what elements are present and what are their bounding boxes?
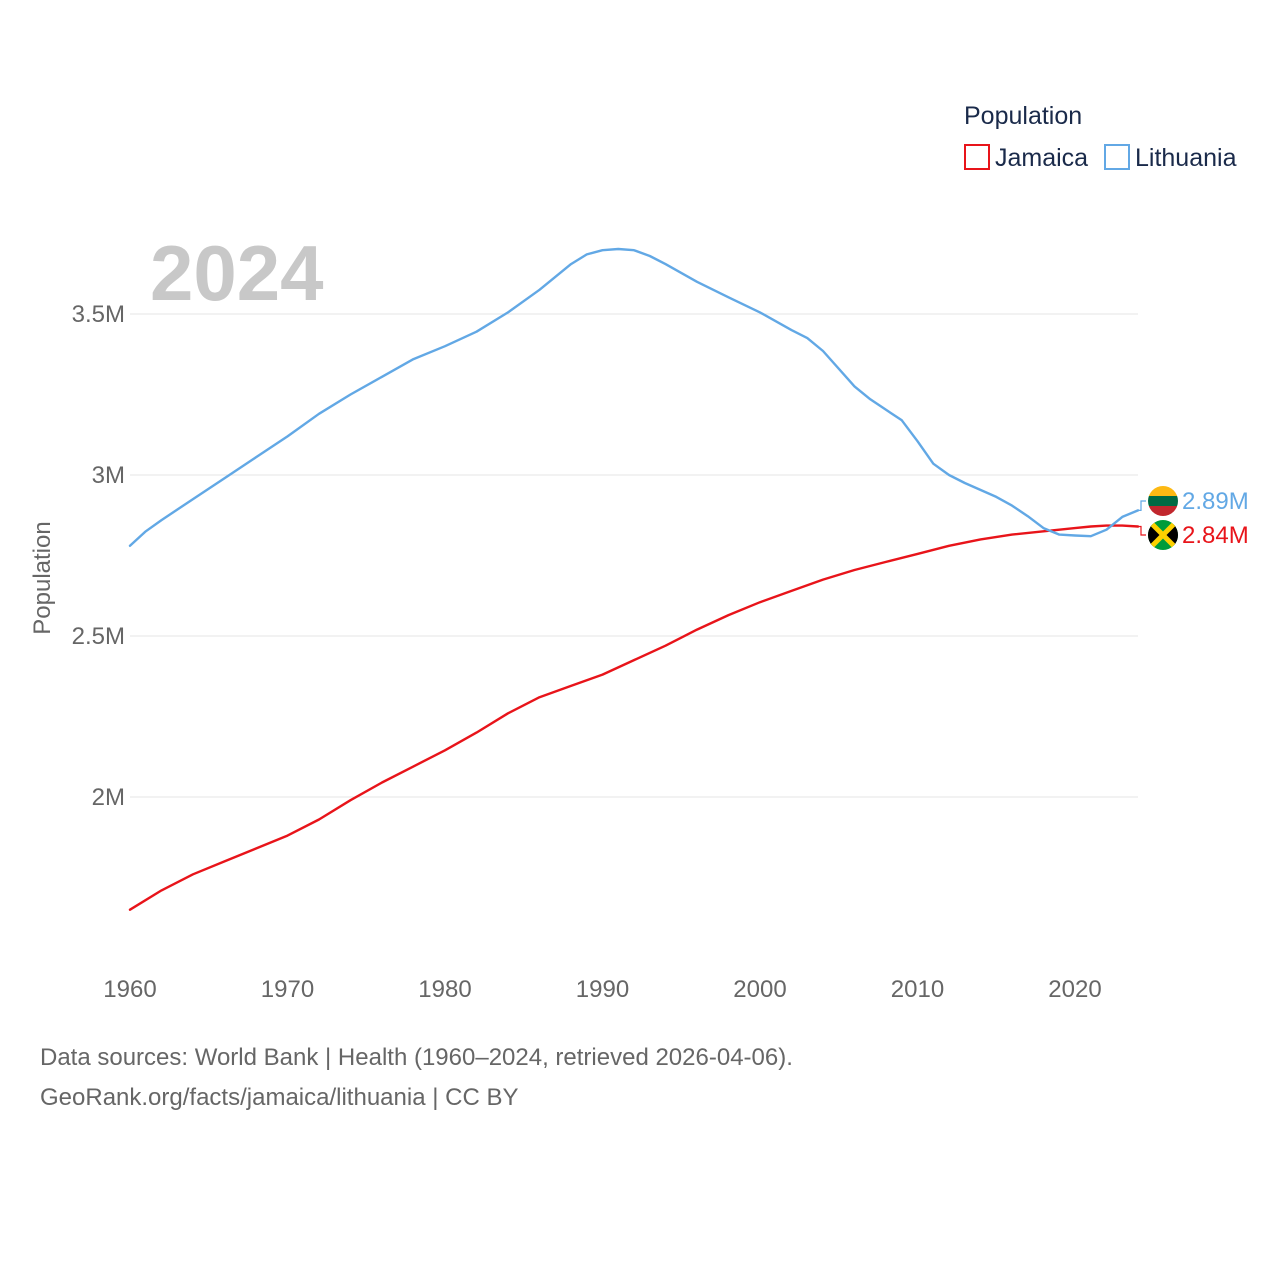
y-tick-label: 2.5M [72,623,125,650]
x-tick-label: 1970 [261,976,314,1003]
end-label-jamaica: 2.84M [1182,522,1249,549]
x-tick-label: 2010 [891,976,944,1003]
legend: Population Jamaica Lithuania [964,102,1237,172]
y-axis-ticks: 2M 2.5M 3M 3.5M [72,301,125,811]
x-tick-label: 2020 [1048,976,1101,1003]
legend-label-lithuania[interactable]: Lithuania [1135,144,1237,172]
y-tick-label: 3M [92,462,125,489]
legend-swatch-jamaica[interactable] [964,144,990,170]
connector-jamaica [1138,525,1146,536]
series-line-jamaica[interactable] [128,524,1140,911]
x-tick-label: 1990 [576,976,629,1003]
end-markers: 2.84M 2.89M [1138,486,1249,550]
x-axis-ticks: 1960 1970 1980 1990 2000 2010 2020 [103,976,1101,1003]
end-label-lithuania: 2.89M [1182,488,1249,515]
year-label: 2024 [150,229,324,317]
y-axis-label: Population [29,521,56,634]
connector-lithuania [1138,500,1146,511]
legend-title: Population [964,102,1082,130]
x-tick-label: 2000 [733,976,786,1003]
x-tick-label: 1960 [103,976,156,1003]
footer-sources: Data sources: World Bank | Health (1960–… [40,1044,793,1071]
y-tick-label: 2M [92,784,125,811]
lithuania-flag [1148,486,1178,516]
legend-swatch-lithuania[interactable] [1104,144,1130,170]
footer-attribution: GeoRank.org/facts/jamaica/lithuania | CC… [40,1084,519,1111]
x-tick-label: 1980 [418,976,471,1003]
series-lines [128,247,1140,911]
jamaica-flag [1148,520,1178,550]
series-line-lithuania[interactable] [128,247,1140,547]
grid-lines [130,313,1138,798]
y-tick-label: 3.5M [72,301,125,328]
legend-label-jamaica[interactable]: Jamaica [995,144,1088,172]
